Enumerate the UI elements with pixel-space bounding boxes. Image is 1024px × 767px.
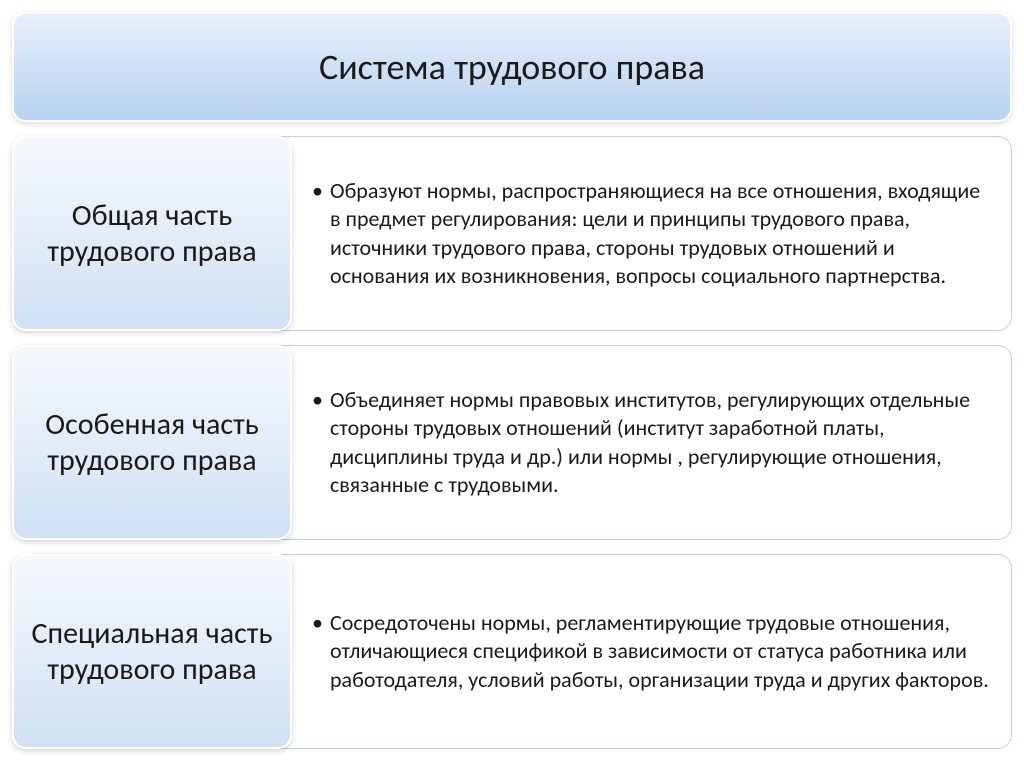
- left-title-special: Особенная часть трудового права: [28, 407, 276, 478]
- left-title-general: Общая часть трудового права: [28, 198, 276, 269]
- left-cell-general: Общая часть трудового права: [12, 136, 292, 331]
- header-title: Система трудового права: [319, 45, 705, 89]
- right-cell-special: Объединяет нормы правовых институтов, ре…: [280, 345, 1012, 540]
- bullet-item-general: Образуют нормы, распространяющиеся на вс…: [324, 177, 991, 290]
- row-general: Общая часть трудового права Образуют нор…: [12, 136, 1012, 331]
- bullet-item-specific: Сосредоточены нормы, регламентирующие тр…: [324, 609, 991, 693]
- right-cell-general: Образуют нормы, распространяющиеся на вс…: [280, 136, 1012, 331]
- bullet-item-special: Объединяет нормы правовых институтов, ре…: [324, 386, 991, 499]
- left-cell-special: Особенная часть трудового права: [12, 345, 292, 540]
- bullet-list-specific: Сосредоточены нормы, регламентирующие тр…: [310, 609, 991, 693]
- bullet-list-special: Объединяет нормы правовых институтов, ре…: [310, 386, 991, 499]
- left-cell-specific: Специальная часть трудового права: [12, 554, 292, 749]
- row-special: Особенная часть трудового права Объединя…: [12, 345, 1012, 540]
- header-box: Система трудового права: [12, 12, 1012, 122]
- right-cell-specific: Сосредоточены нормы, регламентирующие тр…: [280, 554, 1012, 749]
- left-title-specific: Специальная часть трудового права: [28, 616, 276, 687]
- row-specific: Специальная часть трудового права Сосред…: [12, 554, 1012, 749]
- bullet-list-general: Образуют нормы, распространяющиеся на вс…: [310, 177, 991, 290]
